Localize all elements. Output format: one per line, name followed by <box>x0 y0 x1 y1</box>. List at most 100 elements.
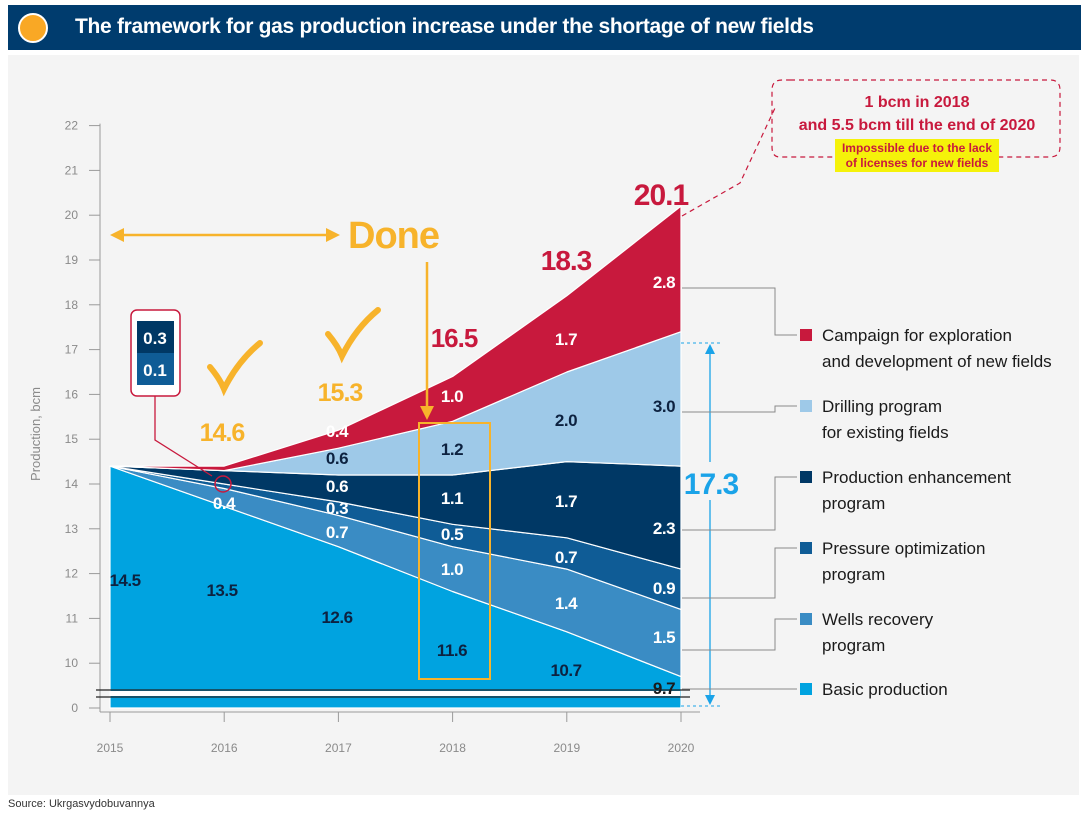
segment-label-campaign: 2.8 <box>653 273 675 292</box>
segment-label-recovery: 1.5 <box>653 628 675 647</box>
segment-label-basic: 12.6 <box>321 608 352 627</box>
y-tick-label: 13 <box>65 522 79 536</box>
total-label: 20.1 <box>634 179 689 212</box>
segment-label-drilling: 0.6 <box>326 449 348 468</box>
y-tick-label: 0 <box>71 701 78 715</box>
legend-connector <box>682 405 797 413</box>
check-icon <box>207 340 263 397</box>
total-label: 14.6 <box>200 419 245 447</box>
y-tick-label: 18 <box>65 298 79 312</box>
legend-label-campaign: and development of new fields <box>822 352 1052 371</box>
segment-label-pressure: 0.7 <box>555 548 577 567</box>
y-tick-label: 11 <box>66 611 79 625</box>
arrow-right-icon <box>326 228 340 242</box>
segment-label-recovery: 1.0 <box>441 560 463 579</box>
segment-label-campaign: 0.4 <box>326 422 349 441</box>
x-tick-label: 2015 <box>97 741 124 755</box>
check-icon <box>325 307 381 364</box>
note-leader <box>681 107 776 217</box>
bracket-label-bg <box>690 462 734 500</box>
y-tick-label: 12 <box>65 567 79 581</box>
callout-value: 0.3 <box>143 329 167 348</box>
total-label: 16.5 <box>431 323 478 353</box>
total-label: 18.3 <box>541 245 592 276</box>
legend-label-enhancement: program <box>822 494 885 513</box>
legend-swatch-pressure <box>800 542 812 554</box>
segment-label-campaign: 1.7 <box>555 330 577 349</box>
callout-circle <box>214 475 232 493</box>
bracket-arrow-up-icon <box>705 344 715 354</box>
callout-value: 0.1 <box>143 361 167 380</box>
legend-connector <box>682 476 797 531</box>
segment-label-pressure: 0.3 <box>326 499 348 518</box>
segment-label-enhancement: 0.6 <box>326 477 348 496</box>
y-tick-label: 20 <box>65 208 79 222</box>
callout-lower <box>137 353 174 385</box>
y-tick-label: 16 <box>65 387 79 401</box>
y-tick-label: 10 <box>65 656 79 670</box>
legend-swatch-basic <box>800 683 812 695</box>
page-title: The framework for gas production increas… <box>75 15 814 38</box>
segment-label-enhancement: 1.7 <box>555 492 577 511</box>
segment-label-pressure: 0.9 <box>653 579 675 598</box>
y-tick-label: 17 <box>65 343 79 357</box>
arrow-left-icon <box>110 228 124 242</box>
legend-label-drilling: Drilling program <box>822 397 942 416</box>
y-axis-title: Production, bcm <box>28 387 43 481</box>
legend-connector <box>682 618 797 651</box>
segment-label-basic: 14.5 <box>109 571 140 590</box>
note-line-4: of licenses for new fields <box>846 156 989 170</box>
note-box <box>771 79 1061 158</box>
legend-swatch-enhancement <box>800 471 812 483</box>
callout-leader <box>154 396 213 477</box>
note-line-3: Impossible due to the lack <box>842 141 992 155</box>
bracket-total-label: 17.3 <box>684 468 739 501</box>
segment-label-basic: 11.6 <box>437 641 467 660</box>
arrow-down-icon <box>420 406 434 420</box>
segment-label-basic: 9.7 <box>653 679 675 698</box>
x-tick-label: 2016 <box>211 741 238 755</box>
done-label: Done <box>348 215 439 257</box>
y-tick-label: 22 <box>65 119 79 133</box>
segment-label-recovery: 1.4 <box>555 594 578 613</box>
legend-label-drilling: for existing fields <box>822 423 949 442</box>
y-tick-label: 19 <box>65 253 79 267</box>
legend-swatch-drilling <box>800 400 812 412</box>
header-bar: The framework for gas production increas… <box>8 5 1081 50</box>
segment-label-recovery: 0.4 <box>213 494 236 513</box>
legend-label-enhancement: Production enhancement <box>822 468 1011 487</box>
highlight-box-2018 <box>418 422 491 680</box>
legend-label-pressure: Pressure optimization <box>822 539 985 558</box>
x-tick-label: 2018 <box>439 741 466 755</box>
bracket-arrow-down-icon <box>705 695 715 705</box>
segment-label-drilling: 3.0 <box>653 397 675 416</box>
segment-label-drilling: 2.0 <box>555 411 577 430</box>
note-line-1: 1 bcm in 2018 <box>865 94 970 111</box>
legend-label-pressure: program <box>822 565 885 584</box>
segment-label-enhancement: 2.3 <box>653 519 675 538</box>
x-tick-label: 2019 <box>553 741 580 755</box>
legend-label-campaign: Campaign for exploration <box>822 326 1012 345</box>
legend-swatch-recovery <box>800 613 812 625</box>
axis-break-gap <box>110 691 680 696</box>
segment-label-enhancement: 1.1 <box>441 489 463 508</box>
area-campaign <box>109 205 682 472</box>
legend-swatch-campaign <box>800 329 812 341</box>
x-tick-label: 2020 <box>668 741 695 755</box>
y-tick-label: 14 <box>65 477 79 491</box>
legend-label-recovery: program <box>822 636 885 655</box>
callout-upper <box>137 321 174 353</box>
legend-connector <box>682 547 797 599</box>
note-line-2: and 5.5 bcm till the end of 2020 <box>799 117 1036 134</box>
legend-label-recovery: Wells recovery <box>822 610 934 629</box>
note-highlight <box>835 139 999 172</box>
segment-label-recovery: 0.7 <box>326 523 348 542</box>
source-note: Source: Ukrgasvydobuvannya <box>8 798 155 810</box>
segment-label-campaign: 1.0 <box>441 387 463 406</box>
legend-label-basic: Basic production <box>822 680 948 699</box>
x-tick-label: 2017 <box>325 741 352 755</box>
segment-label-basic: 13.5 <box>206 581 237 600</box>
legend-connector <box>682 287 797 336</box>
y-tick-label: 15 <box>65 432 79 446</box>
